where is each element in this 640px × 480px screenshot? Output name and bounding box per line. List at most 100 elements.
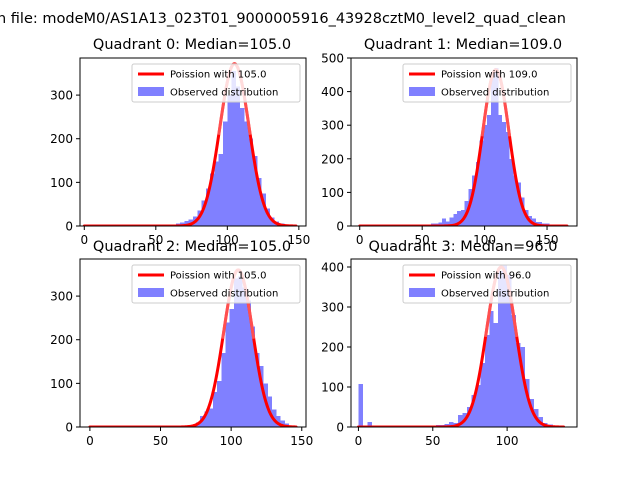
histogram-bar (261, 193, 266, 226)
histogram-bar (367, 422, 372, 427)
legend: Poission with 109.0 Observed distribution (402, 63, 572, 103)
histogram-bar (524, 379, 530, 427)
y-tick-label: 0 (336, 220, 344, 234)
histogram-bar (208, 408, 213, 427)
histogram-bar (520, 197, 525, 226)
histogram-bar (280, 420, 285, 427)
y-tick-label: 100 (321, 381, 344, 395)
y-tick-label: 100 (321, 186, 344, 200)
x-tick-label: 50 (153, 434, 168, 448)
histogram-bar (472, 175, 476, 226)
y-tick-label: 400 (321, 85, 344, 99)
histogram-bar (484, 335, 490, 427)
histogram-bar (229, 309, 234, 427)
y-tick-label: 0 (336, 421, 344, 435)
histogram-bar (218, 154, 224, 226)
histogram-bar (483, 125, 488, 226)
subplot-title: Quadrant 1: Median=109.0 (364, 37, 562, 53)
poisson-curve (358, 68, 569, 226)
histogram-bar (235, 86, 241, 226)
histogram-bar (511, 315, 517, 427)
histogram-bar (250, 326, 256, 427)
y-tick-label: 200 (50, 333, 73, 347)
histogram-bar (498, 271, 503, 427)
poisson-curve (82, 62, 298, 226)
histogram-bar (445, 221, 450, 226)
y-tick-label: 300 (321, 301, 344, 315)
y-tick-label: 0 (65, 220, 73, 234)
x-tick-label: 50 (415, 233, 430, 247)
histogram-bar (442, 218, 446, 226)
histogram-bar (227, 95, 232, 226)
histogram-bar (438, 222, 443, 226)
legend-observed-label: Observed distribution (170, 88, 278, 99)
axes-frame (79, 258, 307, 428)
histogram-bar (529, 399, 534, 427)
legend-observed-label: Observed distribution (170, 289, 278, 300)
y-tick-label: 300 (50, 89, 73, 103)
legend-box (402, 264, 572, 304)
y-tick-label: 200 (321, 152, 344, 166)
x-tick-label: 100 (220, 434, 243, 448)
histogram-bar (493, 323, 499, 427)
legend-poisson-label: Poission with 105.0 (170, 70, 266, 81)
histogram-bar (221, 352, 226, 427)
legend: Poission with 105.0 Observed distribution (131, 264, 301, 304)
legend-poisson-label: Poission with 96.0 (441, 271, 531, 282)
y-tick-label: 300 (321, 119, 344, 133)
x-tick-label: 0 (86, 434, 94, 448)
legend-box (131, 264, 301, 304)
subplot-title: Quadrant 3: Median=96.0 (369, 239, 558, 255)
x-tick-label: 50 (425, 434, 440, 448)
subplot-quadrant-0: 0 50 100 150 0 100 200 300 Quadrant 0: Median=10… (50, 37, 310, 247)
histogram-bar (242, 287, 247, 427)
y-tick-label: 300 (50, 290, 73, 304)
y-tick-label: 0 (65, 421, 73, 435)
axes-frame (350, 258, 578, 428)
histogram-bar (487, 115, 491, 226)
histogram-bar (244, 121, 249, 226)
histogram-bar (214, 161, 219, 226)
axes-frame (350, 57, 578, 227)
histogram-bar (471, 395, 476, 427)
histogram-bar (204, 411, 209, 427)
legend-observed-swatch (138, 87, 164, 96)
y-tick-label: 100 (50, 377, 73, 391)
legend-box (402, 63, 572, 103)
histogram-bar (223, 121, 228, 226)
y-tick-label: 200 (321, 341, 344, 355)
legend-box (131, 63, 301, 103)
histogram-bar (516, 343, 521, 427)
subplot-title: Quadrant 0: Median=105.0 (93, 37, 291, 53)
histogram-bar (358, 384, 363, 427)
histogram-bar (255, 352, 260, 427)
histogram-bar (259, 365, 264, 427)
histogram-bar (458, 415, 463, 427)
x-tick-label: 100 (473, 233, 496, 247)
x-tick-label: 150 (290, 434, 313, 448)
histogram-bar (210, 173, 215, 226)
axes-frame (79, 57, 307, 227)
histogram-bar (502, 121, 506, 226)
histogram-bar (502, 265, 508, 427)
x-tick-label: 100 (496, 434, 519, 448)
histogram-bar (480, 363, 485, 427)
x-tick-label: 0 (356, 233, 364, 247)
subplot-quadrant-2: 0 50 100 150 0 100 200 300 Quadrant 2: Median=10… (50, 239, 313, 448)
histogram-bar (212, 392, 218, 427)
legend-observed-label: Observed distribution (441, 88, 549, 99)
histogram-bar (479, 140, 484, 226)
subplot-quadrant-3: 0 50 100 0 100 200 300 400 Quadrant 3: Median=96… (321, 239, 578, 448)
histogram-bar (498, 115, 503, 226)
histogram-bar (205, 188, 211, 226)
histogram-bar (449, 217, 454, 226)
subplot-grid: 0 50 100 150 0 100 200 300 Quadrant 0: Median=10… (50, 37, 578, 448)
histogram-bar (490, 78, 495, 226)
histogram-bar (240, 108, 245, 226)
histogram-bar (513, 175, 518, 226)
legend-poisson-label: Poission with 109.0 (441, 70, 537, 81)
histogram-bar (475, 385, 481, 427)
subplot-title: Quadrant 2: Median=105.0 (93, 239, 291, 255)
